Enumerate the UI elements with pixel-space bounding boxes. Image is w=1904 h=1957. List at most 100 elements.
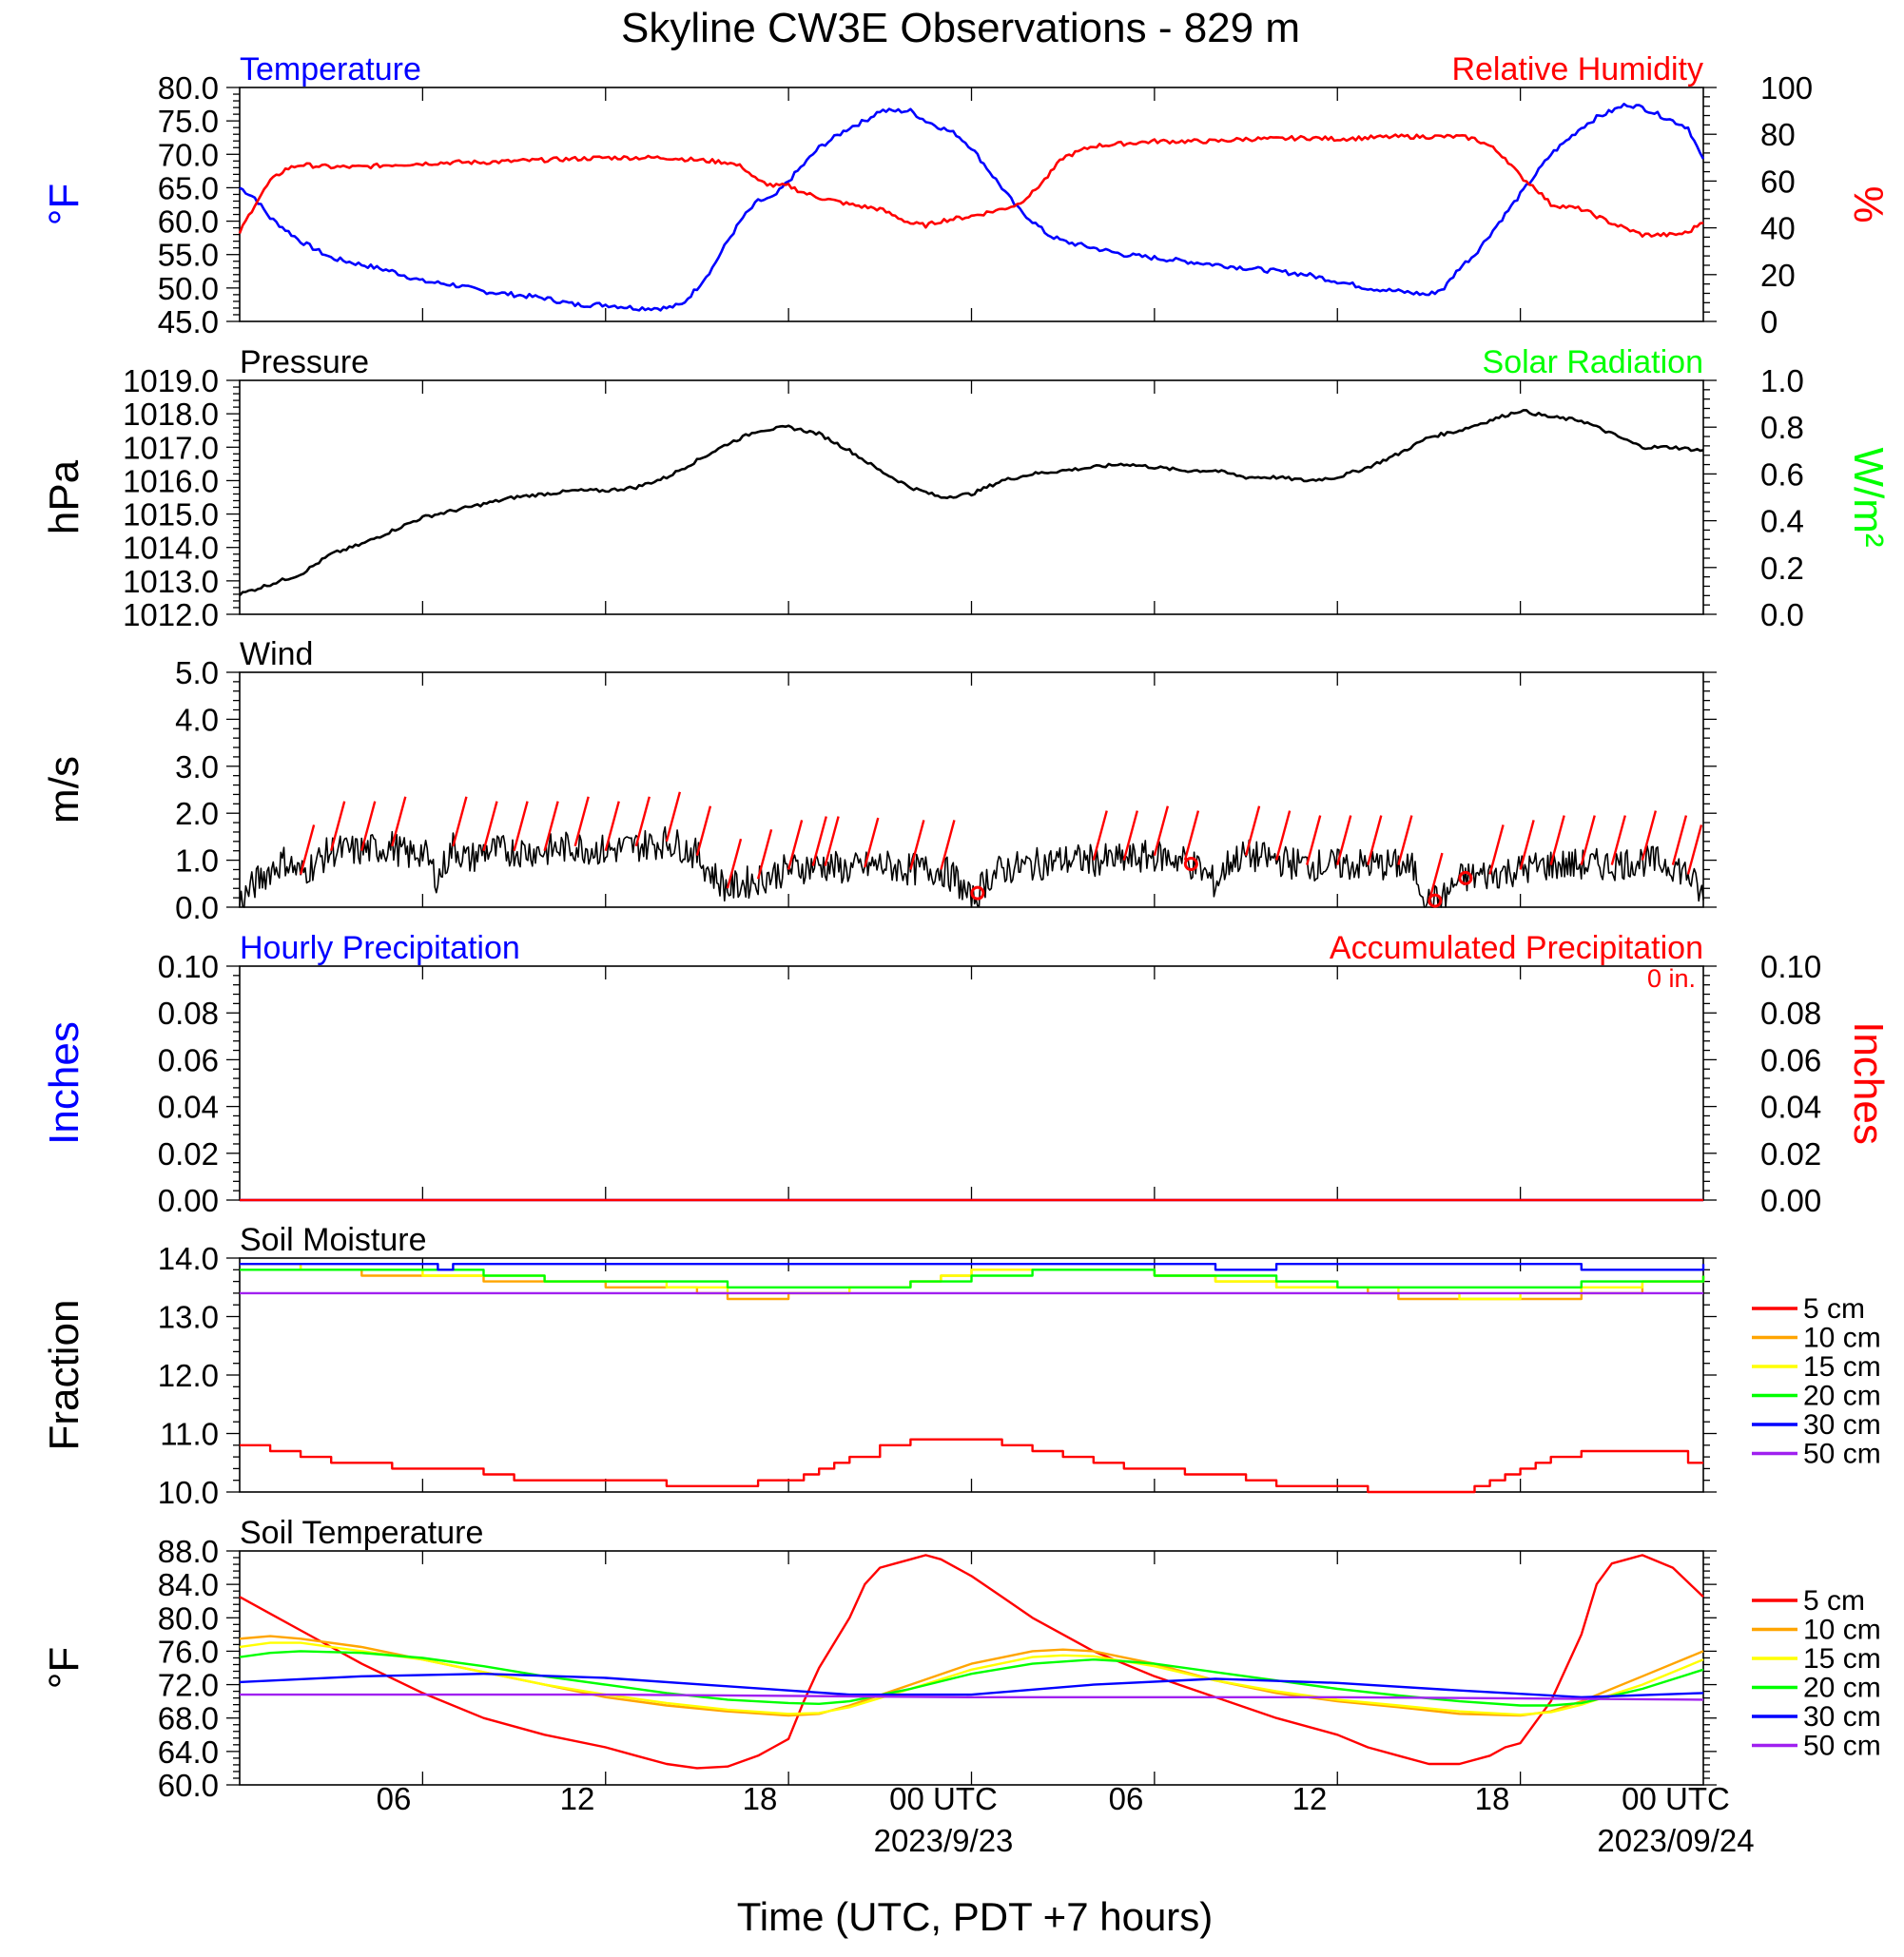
x-tick-label: 18 [743, 1781, 778, 1816]
y-tick-label: 80.0 [158, 1600, 219, 1636]
y-tick-label: 11.0 [160, 1417, 219, 1452]
wind-barb [1671, 815, 1688, 865]
y-tick-label: 0.10 [1760, 949, 1821, 984]
y-tick-label: 45.0 [158, 304, 219, 339]
y-tick-label: 1018.0 [123, 397, 219, 432]
y-tick-label: 80 [1760, 117, 1796, 152]
y-tick-label: 70.0 [158, 137, 219, 172]
precip-total-annotation: 0 in. [1647, 964, 1696, 993]
y-tick-label: 0.10 [158, 949, 219, 984]
y-tick-label: 0.00 [1760, 1183, 1821, 1218]
y-tick-label: 0.04 [158, 1090, 219, 1125]
y-tick-label: 13.0 [158, 1300, 219, 1335]
y-tick-label: 10.0 [158, 1475, 219, 1510]
wind-barb [1641, 810, 1658, 861]
wind-barb [634, 796, 651, 847]
y-tick-label: 1015.0 [123, 497, 219, 533]
series-line-temperature [239, 103, 1705, 312]
series-line-5-cm [240, 1438, 1703, 1494]
panel-wind: 5.0 4.0 3.0 2.0 1.0 0.0 Wind m/s [41, 636, 1717, 925]
y-tick-label: 1017.0 [123, 430, 219, 465]
legend-label: 50 cm [1803, 1439, 1881, 1470]
wind-barb [573, 796, 590, 847]
wind-barb [604, 801, 620, 852]
wind-barb [864, 817, 880, 868]
y-tick-label: 0.02 [1760, 1136, 1821, 1172]
y-tick-label: 1019.0 [123, 363, 219, 398]
y-tick-label: 0.0 [1760, 597, 1804, 632]
y-tick-label: 2.0 [175, 796, 219, 831]
wind-barb [1610, 815, 1626, 865]
y-tick-label: 1014.0 [123, 531, 219, 566]
legend-label: 5 cm [1803, 1293, 1865, 1325]
series-line-50-cm [240, 1693, 1704, 1701]
y-axis-label-right: % [1845, 185, 1892, 223]
wind-barb [1428, 852, 1444, 903]
legend-label: 30 cm [1803, 1409, 1881, 1441]
x-tick-label: 18 [1475, 1781, 1510, 1816]
y-axis-label: Inches [41, 1021, 87, 1145]
y-tick-label: 1012.0 [123, 597, 219, 632]
panel-title: Hourly Precipitation [240, 930, 520, 966]
y-tick-label: 20 [1760, 258, 1796, 293]
y-axis-label-right: Inches [1845, 1021, 1892, 1145]
y-tick-label: 0.6 [1760, 456, 1804, 492]
panel-temperature-humidity: 80.075.070.065.060.055.050.045.0 100 80 60 4… [41, 51, 1892, 339]
y-tick-label: 0.06 [1760, 1042, 1821, 1077]
y-axis-label: Fraction [41, 1300, 87, 1451]
y-tick-label: 5.0 [175, 655, 219, 690]
wind-barb [513, 801, 529, 852]
wind-barb [1549, 815, 1565, 865]
y-tick-label: 0.02 [158, 1136, 219, 1172]
series-line-pressure [239, 409, 1704, 596]
panel-title: Soil Temperature [240, 1515, 483, 1551]
wind-barb [695, 805, 712, 856]
wind-barb [360, 801, 377, 852]
calm-wind-marker [1458, 870, 1473, 885]
y-tick-label: 0.0 [175, 890, 219, 925]
x-tick-label: 12 [1292, 1781, 1328, 1816]
x-tick-label: 00 UTC [889, 1781, 998, 1816]
x-axis-label: Time (UTC, PDT +7 hours) [737, 1894, 1214, 1939]
wind-barb [1580, 815, 1596, 865]
y-tick-label: 0 [1760, 304, 1778, 339]
panel-title: Soil Moisture [240, 1222, 427, 1258]
y-tick-label: 72.0 [158, 1668, 219, 1703]
y-tick-label: 12.0 [158, 1358, 219, 1393]
legend-label: 20 cm [1803, 1673, 1881, 1704]
wind-barb [330, 801, 346, 852]
legend-label: 10 cm [1803, 1615, 1881, 1646]
y-tick-label: 0.00 [158, 1183, 219, 1218]
wind-barb [811, 816, 827, 866]
y-tick-label: 1.0 [1760, 363, 1804, 398]
y-tick-label: 100 [1760, 70, 1813, 106]
y-axis-label-right: W/m² [1845, 447, 1892, 547]
y-tick-label: 3.0 [175, 749, 219, 785]
y-tick-label: 14.0 [158, 1241, 219, 1276]
y-axis-label: hPa [41, 459, 87, 534]
wind-barb [824, 816, 840, 866]
y-tick-label: 0.4 [1760, 504, 1804, 539]
wind-barb [1122, 810, 1138, 861]
x-date-label: 2023/9/23 [874, 1823, 1014, 1858]
y-tick-label: 0.06 [158, 1042, 219, 1077]
y-axis-label: m/s [41, 756, 87, 823]
legend-label: 50 cm [1803, 1731, 1881, 1762]
y-tick-label: 60.0 [158, 204, 219, 240]
x-tick-label: 06 [377, 1781, 412, 1816]
legend-label: 5 cm [1803, 1585, 1865, 1617]
panel-precipitation: 0.10 0.08 0.06 0.04 0.02 0.00 0.10 0.08 0.06 0.04… [41, 930, 1892, 1218]
y-tick-label: 1.0 [175, 843, 219, 879]
panel-title: Pressure [240, 344, 369, 380]
series-line-20-cm [239, 1650, 1704, 1707]
y-tick-label: 88.0 [158, 1534, 219, 1569]
x-axis: 06 12 18 00 UTC 06 12 18 00 UTC 2023/9/2… [377, 1781, 1755, 1939]
legend-label: 15 cm [1803, 1643, 1881, 1675]
panel-right-title: Accumulated Precipitation [1330, 930, 1703, 966]
legend-label: 30 cm [1803, 1701, 1881, 1733]
wind-barb [1183, 810, 1200, 861]
wind-barb [1488, 824, 1505, 875]
legend-label: 10 cm [1803, 1323, 1881, 1354]
y-tick-label: 60 [1760, 164, 1796, 199]
